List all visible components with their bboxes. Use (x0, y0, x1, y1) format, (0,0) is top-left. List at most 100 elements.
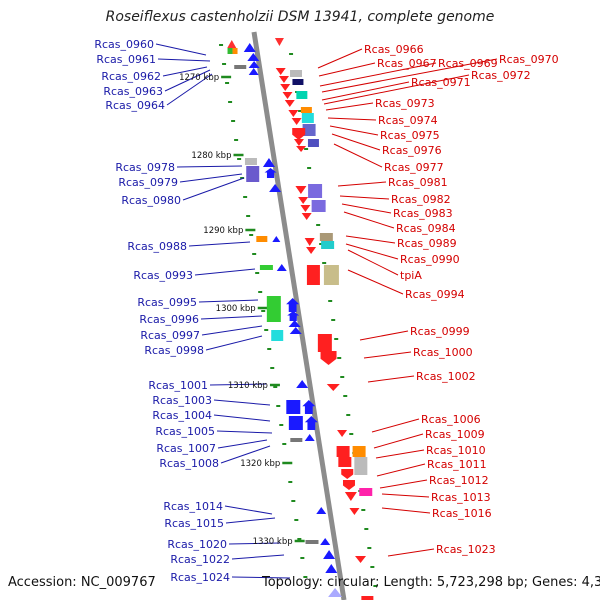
gene-label-left: Rcas_1024 (170, 571, 230, 584)
gene-label-right: Rcas_1009 (425, 428, 485, 441)
leader-line (381, 493, 430, 498)
forward-gene-arrow (320, 538, 331, 545)
accession-text: Accession: NC_009767 (8, 575, 156, 590)
forward-gene-arrow (289, 327, 302, 334)
leader-line (201, 325, 263, 336)
leader-line (217, 439, 268, 449)
gene-label-right: Rcas_0994 (405, 288, 465, 301)
gene-block (234, 65, 247, 69)
kbp-label: 1320 kbp (240, 459, 280, 469)
gene-label-right: Rcas_0969 (438, 57, 498, 70)
gene-label-left: Rcas_1007 (156, 442, 216, 455)
forward-gene-arrow (272, 236, 281, 242)
gene-block (256, 236, 268, 242)
leader-line (224, 505, 273, 515)
leader-line (162, 66, 208, 77)
label-leaders (155, 43, 498, 579)
kbp-label: 1300 kbp (216, 304, 256, 314)
gene-label-right: Rcas_1000 (413, 346, 473, 359)
leader-line (327, 117, 377, 121)
forward-gene-arrow (276, 264, 287, 271)
gene-block (307, 139, 319, 147)
reverse-gene-arrow (298, 197, 309, 204)
reverse-gene-arrow (274, 38, 284, 46)
gene-block (308, 184, 323, 198)
reverse-gene-arrow (344, 492, 357, 501)
leader-line (363, 351, 412, 359)
gene-label-right: Rcas_1002 (416, 370, 476, 383)
map-title: Roseiflexus castenholzii DSM 13941, comp… (105, 9, 495, 25)
genes-count-text: Genes: 4,385 (532, 575, 600, 590)
gene-block (352, 446, 366, 457)
gene-label-left: Rcas_1008 (159, 457, 219, 470)
leader-line (194, 268, 256, 276)
gene-block (244, 158, 257, 165)
reverse-gene-arrow (355, 556, 367, 563)
leader-line (379, 479, 428, 489)
gene-block (359, 488, 373, 496)
leader-line (213, 414, 271, 422)
forward-gene-arrow (296, 380, 309, 388)
leader-line (157, 58, 211, 62)
leader-line (329, 125, 379, 136)
leader-line (176, 165, 243, 168)
leader-line (321, 81, 410, 101)
reverse-gene-arrow (284, 100, 295, 107)
genome-summary: Topology: circular; Length: 5,723,298 bp;… (262, 575, 600, 590)
gene-block (300, 107, 312, 113)
leader-line (387, 548, 435, 557)
forward-gene-arrow (288, 320, 301, 327)
gene-label-left: Rcas_0960 (94, 38, 154, 51)
gene-label-left: Rcas_0997 (140, 329, 200, 342)
leader-line (205, 335, 263, 351)
reverse-gene-arrow (275, 68, 286, 75)
gene-label-left: Rcas_1003 (152, 394, 212, 407)
leader-line (371, 418, 420, 433)
leader-line (367, 375, 415, 383)
forward-gene-arrow (227, 40, 237, 48)
leader-line (317, 48, 363, 69)
forward-gene-arrow (325, 564, 338, 573)
leader-line (179, 173, 243, 183)
gene-block (292, 79, 304, 85)
gene-block (227, 48, 233, 54)
gene-label-left: Rcas_0996 (139, 313, 199, 326)
reverse-gene-arrow (306, 247, 317, 254)
gene-label-left: Rcas_0988 (127, 240, 187, 253)
reverse-gene-arrow (296, 146, 307, 152)
reverse-gene-arrow (293, 139, 304, 146)
reverse-gene-arrow (326, 384, 340, 391)
gene-block (302, 124, 316, 136)
reverse-gene-arrow (301, 213, 312, 220)
topology-text: Topology: circular; (262, 575, 380, 590)
leader-line (155, 43, 207, 56)
leader-line (347, 269, 404, 295)
reverse-gene-arrow (337, 430, 348, 437)
gene-label-left: Rcas_0961 (96, 53, 156, 66)
leader-line (345, 243, 399, 260)
gene-label-right: Rcas_0966 (364, 43, 424, 56)
gene-label-right: Rcas_0983 (393, 207, 453, 220)
gene-label-left: Rcas_0998 (144, 344, 204, 357)
leader-line (188, 241, 251, 247)
leader-line (333, 143, 383, 168)
gene-label-left: Rcas_1015 (164, 517, 224, 530)
forward-gene-arrow (328, 588, 343, 597)
gene-block (301, 113, 314, 123)
forward-gene-arrow (286, 298, 300, 312)
gene-block (286, 400, 301, 414)
gene-label-right: Rcas_0982 (391, 193, 451, 206)
gene-label-right: Rcas_0974 (378, 114, 438, 127)
gene-block (266, 296, 281, 322)
gene-block (290, 438, 303, 442)
forward-gene-arrow (304, 416, 318, 430)
leader-line (376, 463, 426, 477)
kbp-label: 1270 kbp (179, 73, 219, 83)
leader-line (347, 249, 399, 276)
gene-label-right: Rcas_1016 (432, 507, 492, 520)
gene-label-right: Rcas_1010 (426, 444, 486, 457)
leader-line (325, 102, 374, 111)
gene-block (232, 48, 238, 54)
gene-block (306, 265, 320, 285)
leader-line (216, 430, 273, 434)
